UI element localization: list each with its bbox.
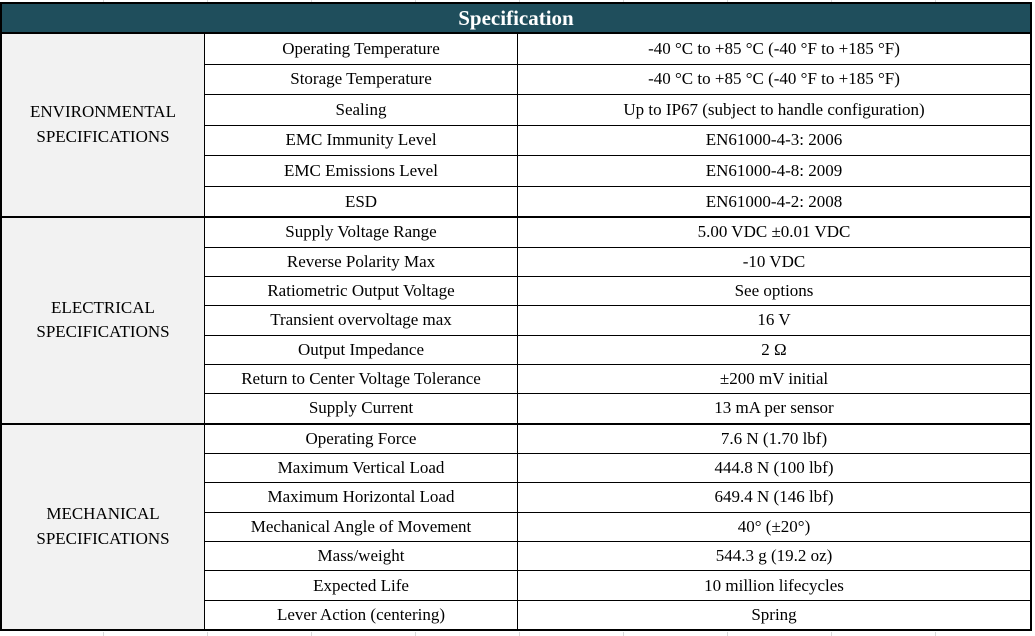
param-cell: Sealing	[205, 95, 518, 125]
table-body: ENVIRONMENTAL SPECIFICATIONS Operating Te…	[2, 34, 1030, 630]
table-row: Expected Life 10 million lifecycles	[205, 570, 1030, 600]
spec-section: ELECTRICAL SPECIFICATIONS Supply Voltage …	[2, 216, 1030, 423]
param-cell: Maximum Vertical Load	[205, 453, 518, 483]
spec-section: MECHANICAL SPECIFICATIONS Operating Force…	[2, 422, 1030, 630]
table-row: Mass/weight 544.3 g (19.2 oz)	[205, 541, 1030, 571]
value-cell: 40° (±20°)	[737, 516, 811, 536]
table-row: Supply Voltage Range 5.00 VDC ±0.01 VDC	[205, 218, 1030, 247]
param-cell: EMC Emissions Level	[205, 156, 518, 186]
value-cell: 444.8 N (100 lbf)	[714, 458, 834, 478]
section-name-cell: ELECTRICAL SPECIFICATIONS	[2, 218, 205, 423]
param-cell: Lever Action (centering)	[205, 600, 518, 630]
value-cell: EN61000-4-3: 2006	[705, 130, 843, 150]
param-cell: Operating Force	[205, 424, 518, 453]
value-cell: Up to IP67 (subject to handle configurat…	[623, 99, 925, 119]
value-cell: ±200 mV initial	[719, 369, 829, 389]
table-row: ESD EN61000-4-2: 2008	[205, 185, 1030, 217]
table-row: Sealing Up to IP67 (subject to handle con…	[205, 94, 1030, 125]
table-row: Transient overvoltage max 16 V	[205, 305, 1030, 335]
param-cell: Maximum Horizontal Load	[205, 483, 518, 512]
section-name-cell: MECHANICAL SPECIFICATIONS	[2, 424, 205, 630]
param-cell: Transient overvoltage max	[205, 306, 518, 335]
table-row: Ratiometric Output Voltage See options	[205, 275, 1030, 306]
param-cell: Supply Current	[205, 394, 518, 423]
value-cell: 2 Ω	[761, 339, 787, 359]
value-cell: -10 VDC	[742, 251, 806, 271]
param-cell: Output Impedance	[205, 335, 518, 364]
value-cell: 544.3 g (19.2 oz)	[715, 546, 833, 566]
table-row: Lever Action (centering) Spring	[205, 599, 1030, 630]
value-cell: EN61000-4-2: 2008	[705, 191, 843, 211]
table-row: Supply Current 13 mA per sensor	[205, 393, 1030, 423]
value-cell: 10 million lifecycles	[704, 575, 844, 595]
table-row: Reverse Polarity Max -10 VDC	[205, 246, 1030, 276]
value-cell: 5.00 VDC ±0.01 VDC	[697, 222, 851, 242]
table-row: Storage Temperature -40 °C to +85 °C (-40…	[205, 63, 1030, 95]
table-row: EMC Emissions Level EN61000-4-8: 2009	[205, 155, 1030, 186]
param-cell: ESD	[205, 186, 518, 217]
param-cell: Mechanical Angle of Movement	[205, 512, 518, 541]
gridline-strip-bottom	[0, 632, 1035, 636]
param-cell: Return to Center Voltage Tolerance	[205, 364, 518, 394]
table-title: Specification	[2, 4, 1030, 34]
value-cell: 16 V	[757, 310, 791, 330]
section-rows: Supply Voltage Range 5.00 VDC ±0.01 VDC Re…	[205, 218, 1030, 423]
gridline-strip-top	[0, 0, 1035, 2]
param-cell: Supply Voltage Range	[205, 218, 518, 247]
param-cell: EMC Immunity Level	[205, 125, 518, 156]
param-cell: Storage Temperature	[205, 64, 518, 95]
value-cell: -40 °C to +85 °C (-40 °F to +185 °F)	[648, 69, 900, 89]
spec-section: ENVIRONMENTAL SPECIFICATIONS Operating Te…	[2, 34, 1030, 217]
value-cell: 13 mA per sensor	[714, 398, 834, 418]
param-cell: Ratiometric Output Voltage	[205, 276, 518, 306]
value-cell: -40 °C to +85 °C (-40 °F to +185 °F)	[648, 38, 900, 58]
table-row: Maximum Vertical Load 444.8 N (100 lbf)	[205, 452, 1030, 483]
table-row: Mechanical Angle of Movement 40° (±20°)	[205, 511, 1030, 541]
value-cell: 7.6 N (1.70 lbf)	[720, 428, 828, 448]
table-row: Output Impedance 2 Ω	[205, 334, 1030, 364]
param-cell: Mass/weight	[205, 542, 518, 571]
table-row: Operating Force 7.6 N (1.70 lbf)	[205, 424, 1030, 453]
value-cell: 649.4 N (146 lbf)	[714, 487, 834, 507]
param-cell: Expected Life	[205, 571, 518, 600]
section-rows: Operating Force 7.6 N (1.70 lbf) Maximum V…	[205, 424, 1030, 630]
section-rows: Operating Temperature -40 °C to +85 °C (-…	[205, 34, 1030, 217]
table-row: Operating Temperature -40 °C to +85 °C (-…	[205, 34, 1030, 64]
table-row: Return to Center Voltage Tolerance ±200 m…	[205, 363, 1030, 394]
table-row: EMC Immunity Level EN61000-4-3: 2006	[205, 124, 1030, 156]
param-cell: Reverse Polarity Max	[205, 247, 518, 276]
value-cell: Spring	[751, 604, 797, 624]
value-cell: See options	[734, 281, 814, 301]
param-cell: Operating Temperature	[205, 34, 518, 64]
value-cell: EN61000-4-8: 2009	[705, 160, 843, 180]
section-name-cell: ENVIRONMENTAL SPECIFICATIONS	[2, 34, 205, 217]
table-row: Maximum Horizontal Load 649.4 N (146 lbf)	[205, 482, 1030, 512]
